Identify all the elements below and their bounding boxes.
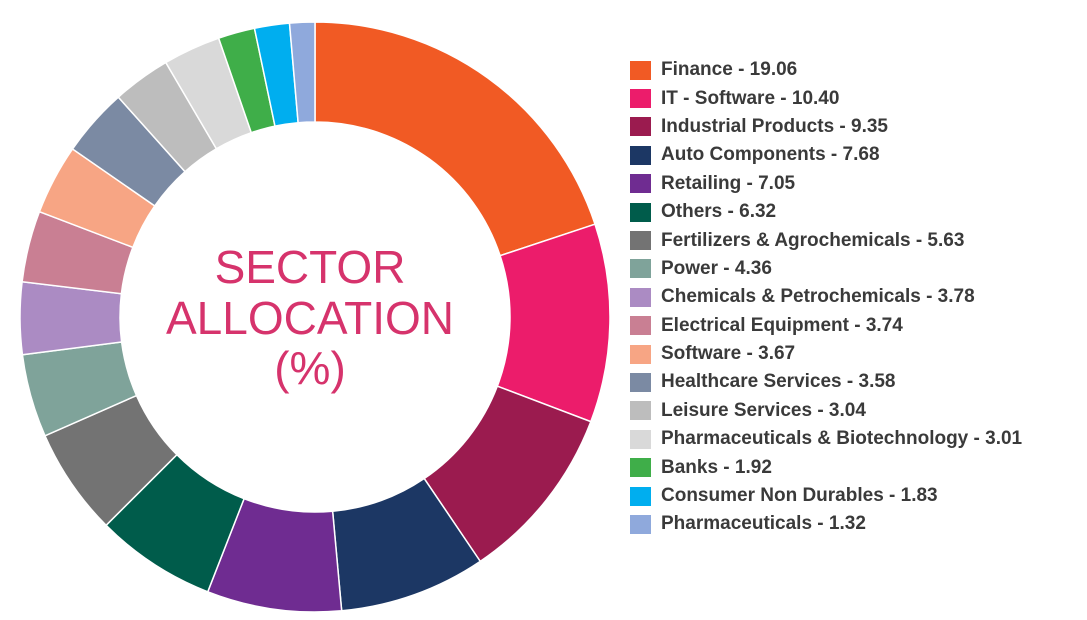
legend-item: Others - 6.32 bbox=[630, 198, 1022, 226]
legend-item: Electrical Equipment - 3.74 bbox=[630, 312, 1022, 340]
legend-item: IT - Software - 10.40 bbox=[630, 84, 1022, 112]
legend-swatch bbox=[630, 259, 651, 279]
legend-label: Software - 3.67 bbox=[661, 343, 796, 365]
donut-slice-8 bbox=[19, 280, 123, 356]
legend-label: IT - Software - 10.40 bbox=[661, 87, 840, 109]
sector-donut-chart bbox=[19, 21, 611, 613]
legend-item: Fertilizers & Agrochemicals - 5.63 bbox=[630, 226, 1022, 254]
legend-label: Auto Components - 7.68 bbox=[661, 144, 880, 166]
donut-slice-16 bbox=[288, 21, 316, 124]
legend-item: Leisure Services - 3.04 bbox=[630, 397, 1022, 425]
legend-item: Software - 3.67 bbox=[630, 340, 1022, 368]
donut-slice-0 bbox=[314, 21, 596, 257]
legend-swatch bbox=[630, 316, 651, 336]
legend-label: Retailing - 7.05 bbox=[661, 172, 796, 194]
legend-swatch bbox=[630, 145, 651, 165]
legend-item: Industrial Products - 9.35 bbox=[630, 113, 1022, 141]
legend-label: Healthcare Services - 3.58 bbox=[661, 371, 896, 393]
legend: Finance - 19.06 IT - Software - 10.40 Indu… bbox=[630, 56, 1022, 539]
legend-swatch bbox=[630, 202, 651, 222]
legend-item: Chemicals & Petrochemicals - 3.78 bbox=[630, 283, 1022, 311]
legend-item: Banks - 1.92 bbox=[630, 453, 1022, 481]
center-title: SECTOR ALLOCATION (%) bbox=[160, 242, 460, 394]
legend-swatch bbox=[630, 458, 651, 478]
legend-item: Retailing - 7.05 bbox=[630, 170, 1022, 198]
legend-swatch bbox=[630, 89, 651, 109]
legend-swatch bbox=[630, 344, 651, 364]
legend-swatch bbox=[630, 372, 651, 392]
legend-swatch bbox=[630, 231, 651, 251]
legend-item: Power - 4.36 bbox=[630, 255, 1022, 283]
legend-swatch bbox=[630, 287, 651, 307]
legend-item: Pharmaceuticals & Biotechnology - 3.01 bbox=[630, 425, 1022, 453]
legend-swatch bbox=[630, 514, 651, 534]
legend-item: Auto Components - 7.68 bbox=[630, 141, 1022, 169]
legend-label: Finance - 19.06 bbox=[661, 59, 798, 81]
center-title-line-2: ALLOCATION bbox=[166, 291, 454, 344]
legend-item: Pharmaceuticals - 1.32 bbox=[630, 510, 1022, 538]
legend-label: Industrial Products - 9.35 bbox=[661, 115, 888, 137]
legend-label: Fertilizers & Agrochemicals - 5.63 bbox=[661, 229, 965, 251]
center-title-line-3: (%) bbox=[274, 342, 346, 395]
legend-label: Leisure Services - 3.04 bbox=[661, 399, 866, 421]
legend-item: Consumer Non Durables - 1.83 bbox=[630, 482, 1022, 510]
legend-label: Electrical Equipment - 3.74 bbox=[661, 314, 903, 336]
legend-swatch bbox=[630, 486, 651, 506]
center-title-line-1: SECTOR bbox=[214, 241, 406, 293]
legend-label: Others - 6.32 bbox=[661, 201, 777, 223]
legend-label: Consumer Non Durables - 1.83 bbox=[661, 485, 938, 507]
legend-swatch bbox=[630, 401, 651, 421]
legend-label: Power - 4.36 bbox=[661, 257, 772, 279]
legend-swatch bbox=[630, 174, 651, 194]
legend-label: Chemicals & Petrochemicals - 3.78 bbox=[661, 286, 975, 308]
legend-item: Healthcare Services - 3.58 bbox=[630, 368, 1022, 396]
legend-item: Finance - 19.06 bbox=[630, 56, 1022, 84]
legend-label: Banks - 1.92 bbox=[661, 456, 772, 478]
legend-label: Pharmaceuticals & Biotechnology - 3.01 bbox=[661, 428, 1023, 450]
legend-swatch bbox=[630, 60, 651, 80]
legend-swatch bbox=[630, 117, 651, 137]
legend-swatch bbox=[630, 429, 651, 449]
legend-label: Pharmaceuticals - 1.32 bbox=[661, 513, 866, 535]
